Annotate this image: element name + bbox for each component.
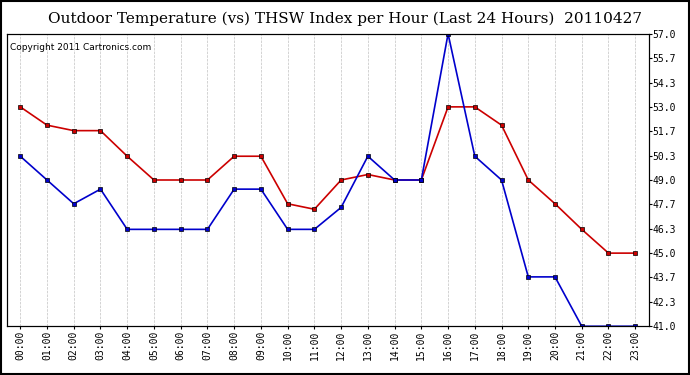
- Text: Outdoor Temperature (vs) THSW Index per Hour (Last 24 Hours)  20110427: Outdoor Temperature (vs) THSW Index per …: [48, 11, 642, 26]
- Text: Copyright 2011 Cartronics.com: Copyright 2011 Cartronics.com: [10, 42, 151, 51]
